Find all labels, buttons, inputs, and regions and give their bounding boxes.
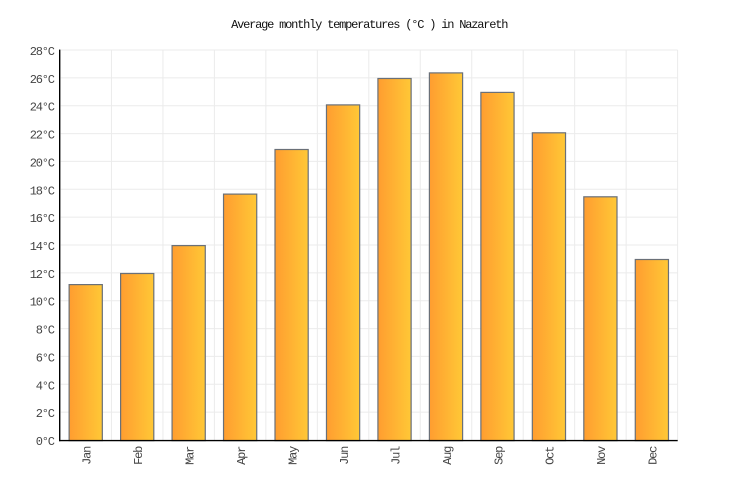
svg-text:Jun: Jun	[338, 446, 352, 465]
svg-text:Dec: Dec	[647, 446, 661, 465]
svg-text:20°C: 20°C	[30, 156, 55, 170]
svg-text:14°C: 14°C	[30, 240, 55, 254]
svg-text:Nov: Nov	[595, 446, 609, 465]
svg-text:Average monthly temperatures (: Average monthly temperatures (°C ) in Na…	[231, 18, 508, 32]
svg-text:8°C: 8°C	[36, 324, 55, 338]
svg-text:16°C: 16°C	[30, 212, 55, 226]
svg-text:Mar: Mar	[183, 446, 197, 465]
svg-text:Apr: Apr	[235, 446, 249, 465]
svg-text:18°C: 18°C	[30, 184, 55, 198]
svg-text:6°C: 6°C	[36, 351, 55, 365]
svg-text:2°C: 2°C	[36, 407, 55, 421]
svg-text:Jul: Jul	[389, 446, 403, 465]
svg-text:May: May	[286, 446, 300, 465]
svg-text:10°C: 10°C	[30, 296, 55, 310]
svg-text:12°C: 12°C	[30, 268, 55, 282]
svg-text:26°C: 26°C	[30, 73, 55, 87]
svg-text:Sep: Sep	[492, 446, 506, 465]
svg-text:Jan: Jan	[81, 446, 95, 465]
svg-text:4°C: 4°C	[36, 379, 55, 393]
svg-text:0°C: 0°C	[36, 435, 55, 449]
svg-text:24°C: 24°C	[30, 101, 55, 115]
svg-text:Aug: Aug	[441, 446, 455, 465]
svg-text:22°C: 22°C	[30, 129, 55, 143]
svg-text:28°C: 28°C	[30, 45, 55, 59]
svg-text:Oct: Oct	[544, 447, 558, 465]
svg-text:Feb: Feb	[132, 446, 146, 465]
